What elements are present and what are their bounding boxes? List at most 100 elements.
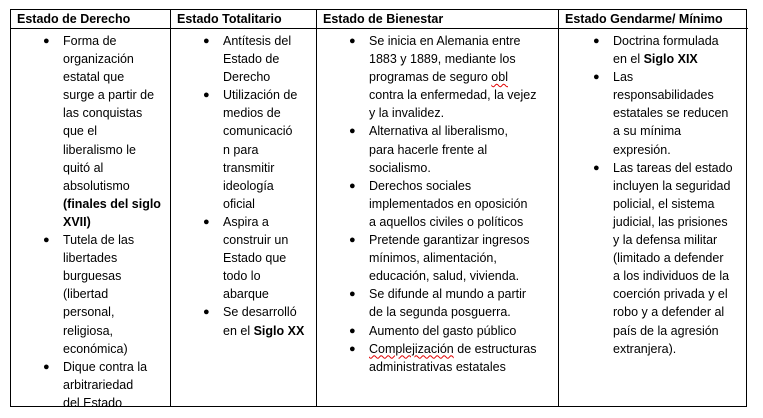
item-text-line: administrativas estatales [369,359,506,374]
item-text-line: Dique contra la [63,359,148,374]
item-text-line: Aspira a [223,214,269,229]
column-estado-totalitario: Estado Totalitario ● Antítesis del Estado d… [171,10,317,406]
item-text-line: Se inicia en Alemania entre [369,34,521,48]
item-text-line: robo y a defender al [613,305,725,320]
item-text-line: (libertad [63,287,109,302]
item-text-line: burguesas [63,269,122,284]
item-text-line: programas de seguro obl [317,68,558,86]
item-text-line: coerción privada y el [613,287,728,302]
item-text-line: responsabilidades [613,88,714,103]
item-text-line: libertades [63,251,118,266]
item-text-line: económica) [63,341,128,356]
bullet-icon: ● [593,161,600,174]
list-item: ● Las tareas del estado incluyen la seguri… [559,159,748,358]
item-text-line: arbitrariedad [63,377,134,392]
comparison-table: Estado de Derecho ● Forma de organización es… [10,9,748,410]
item-text-line: (finales del siglo [11,195,170,213]
item-text-line: Derechos sociales [369,178,472,193]
list-item: ● Dique contra la arbitrariedad del Estado [11,358,170,412]
list-item: ● Se desarrolló en el Siglo XX [171,303,316,339]
list-item: ● Se difunde al mundo a partir de la segun… [317,285,558,321]
item-text-line: contra la enfermedad, la vejez [369,88,537,103]
bullet-icon: ● [203,306,210,319]
item-text-line: para hacerle frente al [369,142,488,157]
item-text-line: judicial, las prisiones [613,214,728,229]
spellcheck-flagged-text: obl [491,70,508,85]
item-text-line: implementados en oposición [369,196,528,211]
item-text-line: construir un [223,233,289,248]
item-text-line: de la segunda posguerra. [369,305,511,320]
item-text-line: del Estado [63,395,123,410]
bullet-icon: ● [349,342,356,355]
item-text-line: oficial [223,196,255,211]
list-item: ● Pretende garantizar ingresos mínimos, al… [317,231,558,285]
item-text-line: transmitir [223,160,275,175]
item-text-line: n para [223,142,259,157]
column-body: ● Se inicia en Alemania entre 1883 y 1889,… [317,29,558,376]
item-text-line: mínimos, alimentación, [369,251,497,266]
item-text-line: país de la agresión [613,323,719,338]
item-text-line: comunicació [223,124,293,139]
list-item: ● Doctrina formulada en el Siglo XIX [559,32,748,68]
bullet-icon: ● [203,35,210,47]
bullet-icon: ● [349,125,356,138]
item-text-line: las conquistas [63,106,143,121]
item-text-line: a los individuos de la [613,269,730,284]
bold-text: Siglo XIX [643,52,698,67]
list-item: ● Utilización de medios de comunicació n par… [171,86,316,213]
item-text-line: estatales se reducen [613,106,729,121]
list-item: ● Las responsabilidades estatales se reduce… [559,68,748,158]
item-text-line: liberalismo le [63,142,136,157]
column-estado-de-derecho: Estado de Derecho ● Forma de organización es… [11,10,171,410]
column-body: ● Doctrina formulada en el Siglo XIX ● Las re… [559,29,748,358]
bullet-icon: ● [349,35,356,47]
item-text-line: y la invalidez. [369,106,445,121]
list-item: ● Tutela de las libertades burguesas (libert… [11,231,170,358]
list-item: ● Aumento del gasto público [317,322,558,340]
bullet-icon: ● [593,71,600,84]
item-text-line: estatal que [63,70,125,85]
item-text-line: extranjera). [613,341,677,356]
item-text-line: abarque [223,287,269,302]
item-text-line: a su mínima [613,124,682,139]
item-text-line: personal, [63,305,115,320]
bullet-icon: ● [203,89,210,102]
item-text-line: Doctrina formulada [613,34,719,48]
text-segment: en el [223,323,254,338]
item-text-line: en el Siglo XX [171,322,316,340]
item-text-line: Derecho [223,70,271,85]
bullet-icon: ● [349,288,356,301]
bullet-icon: ● [349,234,356,247]
column-header: Estado de Bienestar [317,10,558,29]
item-text-line: medios de [223,106,281,121]
list-item: ● Se inicia en Alemania entre 1883 y 1889,… [317,32,558,122]
item-text-line: religiosa, [63,323,114,338]
bold-text: (finales del siglo [63,196,161,211]
list-item: ● Forma de organización estatal que surge a … [11,32,170,231]
bullet-icon: ● [349,179,356,192]
item-text-line: absolutismo [63,178,130,193]
item-text-line: Complejización de estructuras [317,340,558,358]
item-text-line: Utilización de [223,88,298,103]
column-body: ● Forma de organización estatal que surge a … [11,29,170,412]
item-text-line: policial, el sistema [613,196,715,211]
item-text-line: expresión. [613,142,671,157]
item-text-line: Pretende garantizar ingresos [369,233,530,248]
list-item: ● Alternativa al liberalismo, para hacerle… [317,122,558,176]
item-text-line: 1883 y 1889, mediante los [369,52,516,67]
list-item: ● Derechos sociales implementados en oposi… [317,177,558,231]
item-text-line: Aumento del gasto público [369,323,517,338]
item-text-line: socialismo. [369,160,431,175]
column-header: Estado Totalitario [171,10,316,29]
column-header: Estado Gendarme/ Mínimo [559,10,748,29]
item-text-line: educación, salud, vivienda. [369,269,520,284]
item-text-line: en el Siglo XIX [559,50,748,68]
bullet-icon: ● [43,360,50,373]
item-text-line: Estado que [223,251,287,266]
item-text-line: y la defensa militar [613,233,718,248]
item-text-line: surge a partir de [63,88,155,103]
item-text-line: XVII) [11,213,170,231]
item-text-line: quitó al [63,160,104,175]
bold-text: XVII) [63,214,91,229]
item-text-line: Alternativa al liberalismo, [369,124,508,139]
